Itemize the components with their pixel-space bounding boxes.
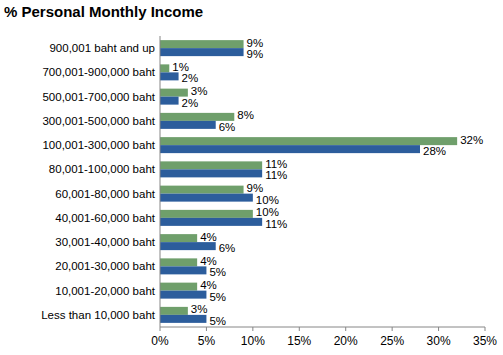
category-label: Less than 10,000 baht xyxy=(41,309,156,321)
bar xyxy=(160,40,244,48)
bar xyxy=(160,97,179,105)
category-label: 500,001-700,000 baht xyxy=(42,91,155,103)
data-label: 5% xyxy=(209,315,226,327)
bar xyxy=(160,72,179,80)
data-label: 10% xyxy=(256,194,279,206)
category-label: 100,001-300,000 baht xyxy=(42,139,155,151)
tick-label: 5% xyxy=(198,334,216,348)
bar xyxy=(160,210,253,218)
data-label: 6% xyxy=(219,121,236,133)
category-label: 10,001-20,000 baht xyxy=(55,285,156,297)
tick xyxy=(438,327,439,331)
x-axis xyxy=(160,327,485,328)
bar xyxy=(160,121,216,129)
data-label: 3% xyxy=(191,303,208,315)
category-label: 300,001-500,000 baht xyxy=(42,115,155,127)
page: {"chart_data": {"type": "bar", "title": … xyxy=(0,0,503,355)
data-label: 28% xyxy=(423,145,446,157)
data-label: 11% xyxy=(265,218,287,230)
bar xyxy=(160,315,206,323)
tick-label: 35% xyxy=(473,334,497,348)
bar xyxy=(160,194,253,202)
tick xyxy=(345,327,346,331)
data-label: 9% xyxy=(247,37,264,49)
chart: % Personal Monthly Income 900,001 baht an… xyxy=(0,0,503,355)
data-label: 2% xyxy=(182,97,199,109)
data-label: 9% xyxy=(247,48,264,60)
data-label: 2% xyxy=(182,72,199,84)
bar xyxy=(160,291,206,299)
data-label: 10% xyxy=(256,206,279,218)
bar xyxy=(160,283,197,291)
bar xyxy=(160,48,244,56)
data-label: 9% xyxy=(247,182,264,194)
data-label: 5% xyxy=(209,291,226,303)
bar xyxy=(160,242,216,250)
data-label: 32% xyxy=(460,134,483,146)
data-label: 11% xyxy=(265,158,287,170)
tick-label: 25% xyxy=(380,334,404,348)
bars xyxy=(160,40,457,323)
tick-label: 10% xyxy=(241,334,265,348)
bar xyxy=(160,161,262,169)
category-label: 30,001-40,000 baht xyxy=(55,236,156,248)
tick xyxy=(252,327,253,331)
data-label: 4% xyxy=(200,279,217,291)
title: % Personal Monthly Income xyxy=(4,3,203,20)
bar xyxy=(160,234,197,242)
bar xyxy=(160,307,188,315)
tick-label: 15% xyxy=(287,334,311,348)
tick xyxy=(160,327,161,331)
labels: 900,001 baht and up9%9%700,001-900,000 b… xyxy=(41,37,483,327)
data-label: 4% xyxy=(200,255,217,267)
data-label: 4% xyxy=(200,231,217,243)
data-label: 5% xyxy=(209,266,226,278)
data-label: 6% xyxy=(219,242,236,254)
tick xyxy=(485,327,486,331)
tick xyxy=(206,327,207,331)
tick-label: 30% xyxy=(427,334,451,348)
category-label: 20,001-30,000 baht xyxy=(55,260,156,272)
data-label: 11% xyxy=(265,169,287,181)
category-label: 80,001-100,000 baht xyxy=(49,163,156,175)
bar xyxy=(160,89,188,97)
tick xyxy=(299,327,300,331)
tick-label: 20% xyxy=(334,334,358,348)
bar xyxy=(160,169,262,177)
bar xyxy=(160,266,206,274)
category-label: 900,001 baht and up xyxy=(49,42,155,54)
bar xyxy=(160,218,262,226)
tick-label: 0% xyxy=(151,334,169,348)
bar xyxy=(160,145,420,153)
bar xyxy=(160,113,234,121)
category-label: 700,001-900,000 baht xyxy=(42,66,155,78)
category-label: 60,001-80,000 baht xyxy=(55,188,156,200)
category-label: 40,001-60,000 baht xyxy=(55,212,156,224)
data-label: 1% xyxy=(172,61,189,73)
bar xyxy=(160,64,169,72)
tick xyxy=(392,327,393,331)
bar xyxy=(160,186,244,194)
bar xyxy=(160,137,457,145)
data-label: 8% xyxy=(237,109,254,121)
bar xyxy=(160,258,197,266)
y-axis xyxy=(160,36,161,327)
data-label: 3% xyxy=(191,85,208,97)
